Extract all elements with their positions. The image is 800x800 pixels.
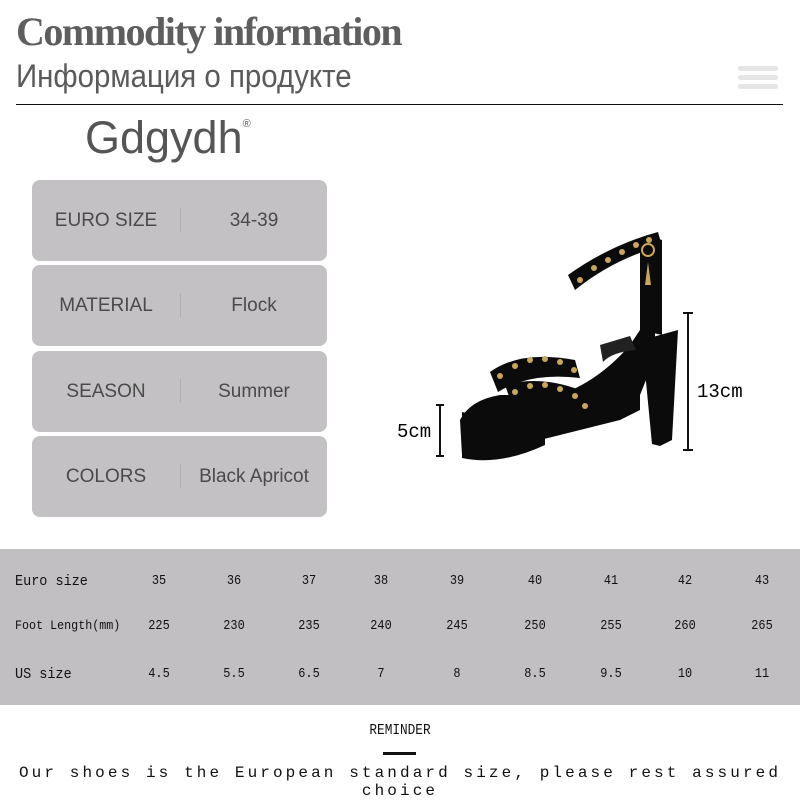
table-cell: 255 (600, 618, 622, 634)
page-subtitle: Информация о продукте (16, 58, 352, 94)
platform-height-measure (436, 404, 444, 457)
table-cell: 43 (754, 573, 770, 589)
table-cell: 230 (223, 618, 245, 634)
table-cell: 5.5 (223, 666, 245, 682)
row-header: US size (15, 666, 72, 683)
page-title: Commodity information (16, 9, 403, 54)
buckle-icon (641, 243, 655, 257)
table-cell: 265 (751, 618, 773, 634)
spec-value: Flock (231, 294, 277, 316)
table-cell: 36 (226, 573, 242, 589)
table-cell: 4.5 (148, 666, 170, 682)
table-cell: 35 (151, 573, 167, 589)
table-cell: 40 (527, 573, 543, 589)
table-cell: 245 (446, 618, 468, 634)
spec-value: Summer (218, 380, 290, 402)
spec-card-season: SEASON Summer (32, 351, 327, 432)
brand-logo: Gdgydh® (85, 112, 251, 164)
spec-card-material: MATERIAL Flock (32, 265, 327, 346)
table-cell: 11 (754, 666, 770, 682)
spec-label: COLORS (65, 465, 147, 487)
hamburger-icon[interactable] (738, 66, 778, 93)
table-cell: 260 (674, 618, 696, 634)
table-cell: 42 (677, 573, 693, 589)
reminder-title: REMINDER (369, 722, 431, 739)
table-cell: 240 (370, 618, 392, 634)
divider (16, 104, 783, 105)
table-cell: 38 (373, 573, 389, 589)
table-cell: 8.5 (524, 666, 546, 682)
reminder-text: Our shoes is the European standard size,… (18, 764, 782, 800)
table-cell: 250 (524, 618, 546, 634)
registered-mark: ® (242, 118, 251, 130)
platform-height-label: 5cm (397, 421, 431, 443)
spec-card-colors: COLORS Black Apricot (32, 436, 327, 517)
table-cell: 41 (603, 573, 619, 589)
rivet-studs (497, 237, 652, 409)
charm-pendant (645, 262, 651, 285)
row-header: Euro size (15, 573, 88, 590)
reminder-underline (383, 752, 416, 755)
table-cell: 6.5 (298, 666, 320, 682)
table-cell: 9.5 (600, 666, 622, 682)
spec-card-euro-size: EURO SIZE 34-39 (32, 180, 327, 261)
table-cell: 37 (301, 573, 317, 589)
table-cell: 39 (449, 573, 465, 589)
spec-label: EURO SIZE (54, 209, 158, 231)
spec-label: SEASON (66, 380, 146, 402)
brand-name: Gdgydh (85, 112, 243, 163)
sandal-illustration (460, 232, 678, 461)
heel-height-measure (683, 312, 693, 451)
heel-height-label: 13cm (697, 381, 743, 403)
table-cell: 7 (377, 666, 385, 682)
spec-value: 34-39 (229, 209, 279, 231)
product-image: 13cm 5cm (397, 232, 743, 461)
spec-label: MATERIAL (59, 294, 153, 316)
size-table: Euro size 35 36 37 38 39 40 41 42 43 Foo… (0, 549, 800, 705)
table-cell: 10 (677, 666, 693, 682)
table-cell: 8 (453, 666, 461, 682)
row-header: Foot Length(mm) (15, 618, 121, 633)
table-cell: 225 (148, 618, 170, 634)
table-cell: 235 (298, 618, 320, 634)
spec-value: Black Apricot (199, 465, 309, 487)
